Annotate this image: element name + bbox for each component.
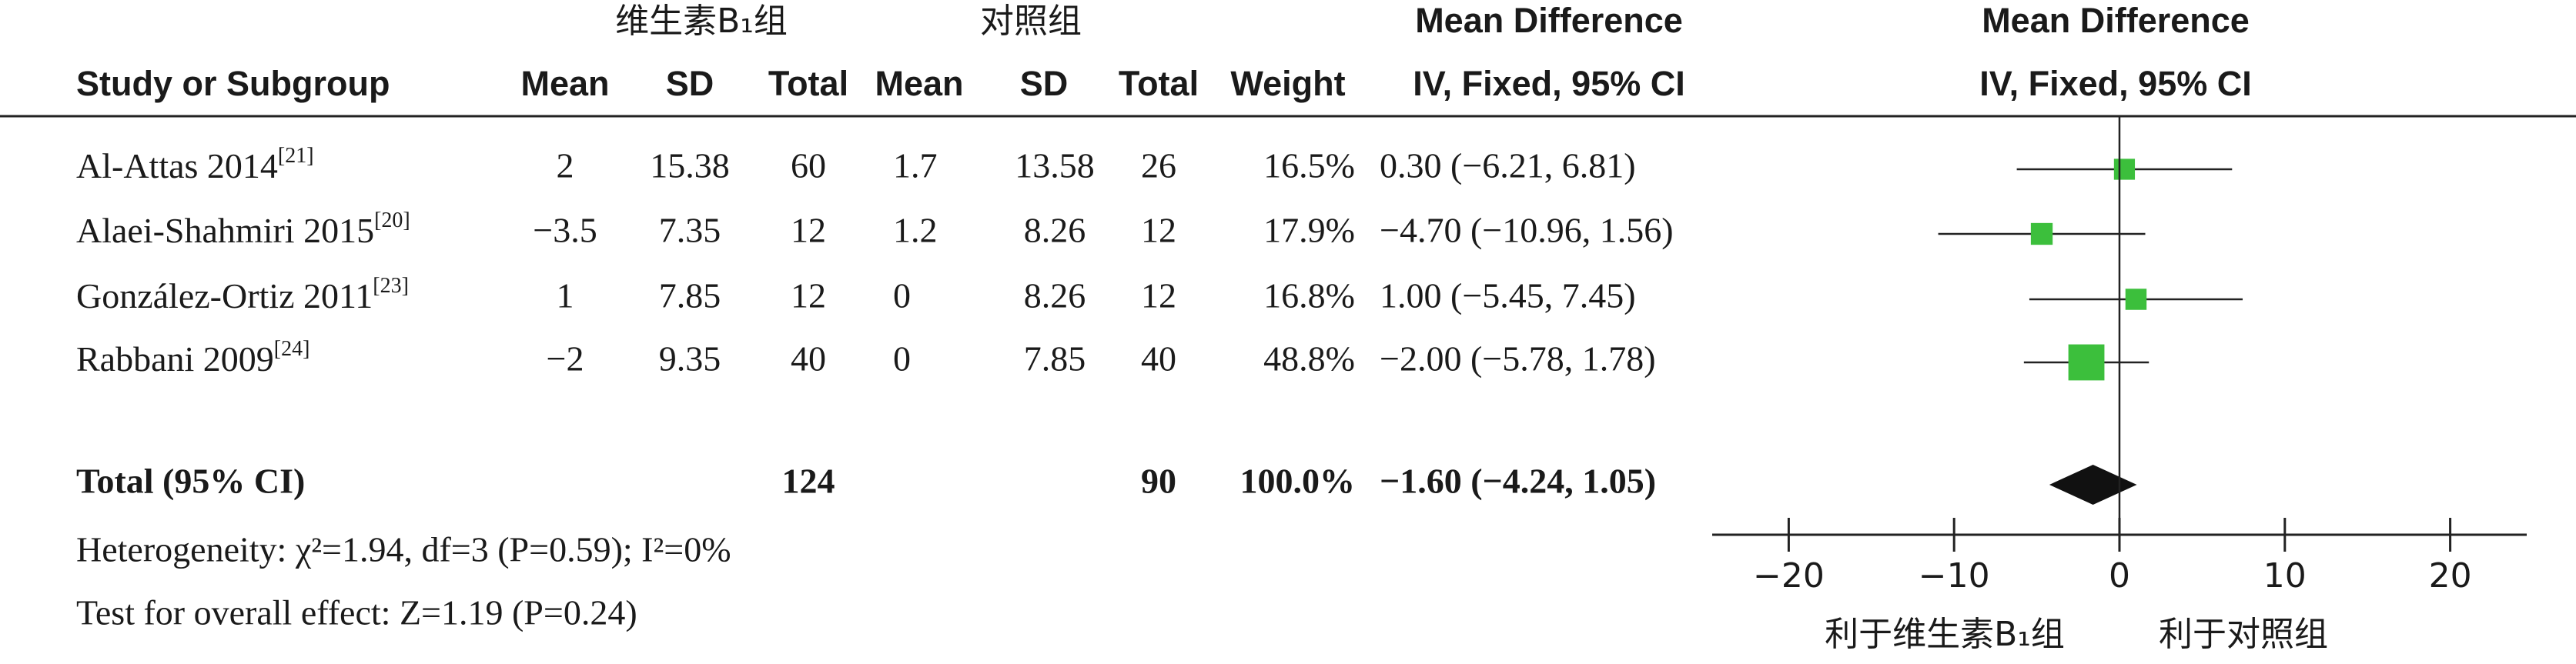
study-name-text: Al-Attas 2014 xyxy=(76,146,278,185)
study-name-text: González-Ortiz 2011 xyxy=(76,276,373,315)
table-cell: 1 xyxy=(557,276,574,315)
group-label: 对照组 xyxy=(980,2,1082,41)
table-cell: 15.38 xyxy=(650,146,730,185)
favours-left: 利于维生素B₁组 xyxy=(1825,615,2065,654)
effect: 1.00 (−5.45, 7.45) xyxy=(1380,276,1636,315)
study-name-text: Rabbani 2009 xyxy=(76,339,274,379)
effect: −2.00 (−5.78, 1.78) xyxy=(1380,339,1656,379)
table-cell: 1.7 xyxy=(893,146,938,185)
study-name: Rabbani 2009[24] xyxy=(76,337,309,379)
total-effect: −1.60 (−4.24, 1.05) xyxy=(1380,462,1656,501)
effect: −4.70 (−10.96, 1.56) xyxy=(1380,211,1674,250)
weight: 16.8% xyxy=(1263,276,1355,315)
column-header: Mean xyxy=(520,64,609,103)
column-header: Total xyxy=(1119,64,1199,103)
table-cell: 40 xyxy=(791,339,826,379)
column-header: SD xyxy=(1020,64,1069,103)
table-cell: 12 xyxy=(1141,211,1176,250)
weight: 16.5% xyxy=(1263,146,1355,185)
x-tick-label: −10 xyxy=(1919,556,1990,596)
total-n1: 124 xyxy=(782,462,835,501)
table-cell: 12 xyxy=(791,276,826,315)
table-cell: 8.26 xyxy=(1024,211,1086,250)
table-cell: 40 xyxy=(1141,339,1176,379)
study-name: González-Ortiz 2011[23] xyxy=(76,274,409,315)
effect: 0.30 (−6.21, 6.81) xyxy=(1380,146,1636,185)
study-ref: [23] xyxy=(373,274,409,298)
weight-square xyxy=(2068,344,2105,381)
study-ref: [24] xyxy=(274,337,310,361)
table-cell: 7.85 xyxy=(659,276,721,315)
study-ref: [20] xyxy=(374,209,410,232)
table-cell: 12 xyxy=(791,211,826,250)
weight: 48.8% xyxy=(1263,339,1355,379)
table-cell: 60 xyxy=(791,146,826,185)
column-header: SD xyxy=(666,64,714,103)
weight: 17.9% xyxy=(1263,211,1355,250)
total-weight: 100.0% xyxy=(1240,462,1356,501)
table-cell: 0 xyxy=(893,276,911,315)
table-cell: −2 xyxy=(547,339,584,379)
study-name: Alaei-Shahmiri 2015[20] xyxy=(76,209,410,250)
study-name: Al-Attas 2014[21] xyxy=(76,144,314,185)
x-tick-label: 0 xyxy=(2109,556,2130,596)
heterogeneity: Heterogeneity: χ²=1.94, df=3 (P=0.59); I… xyxy=(76,530,731,569)
table-cell: 12 xyxy=(1141,276,1176,315)
x-tick-label: 10 xyxy=(2263,556,2307,596)
table-cell: 26 xyxy=(1141,146,1176,185)
table-cell: 1.2 xyxy=(893,211,938,250)
study-name-text: Alaei-Shahmiri 2015 xyxy=(76,211,374,250)
method-header: IV, Fixed, 95% CI xyxy=(1413,64,1685,103)
column-header: Study or Subgroup xyxy=(76,64,390,103)
effect-header: Mean Difference xyxy=(1415,1,1683,40)
x-tick-label: −20 xyxy=(1753,556,1825,596)
table-cell: 9.35 xyxy=(659,339,721,379)
table-cell: 2 xyxy=(557,146,574,185)
overall-effect: Test for overall effect: Z=1.19 (P=0.24) xyxy=(76,593,637,632)
table-cell: 7.35 xyxy=(659,211,721,250)
table-cell: 13.58 xyxy=(1015,146,1095,185)
column-header: Mean xyxy=(875,64,963,103)
table-cell: 8.26 xyxy=(1024,276,1086,315)
table-cell: −3.5 xyxy=(533,211,597,250)
column-header: Weight xyxy=(1230,64,1345,103)
total-n2: 90 xyxy=(1141,462,1176,501)
column-header: Total xyxy=(768,64,848,103)
group-label: 维生素B₁组 xyxy=(615,2,788,41)
table-cell: 0 xyxy=(893,339,911,379)
weight-square xyxy=(2125,289,2147,310)
weight-square xyxy=(2030,222,2053,245)
study-ref: [21] xyxy=(278,144,314,168)
x-tick-label: 20 xyxy=(2429,556,2472,596)
favours-right: 利于对照组 xyxy=(2159,615,2328,654)
total-diamond xyxy=(2049,465,2137,505)
weight-square xyxy=(2113,158,2136,180)
plot-method-header: IV, Fixed, 95% CI xyxy=(1979,64,2252,103)
plot-effect-header: Mean Difference xyxy=(1982,1,2250,40)
table-cell: 7.85 xyxy=(1024,339,1086,379)
total-name: Total (95% CI) xyxy=(76,462,305,501)
